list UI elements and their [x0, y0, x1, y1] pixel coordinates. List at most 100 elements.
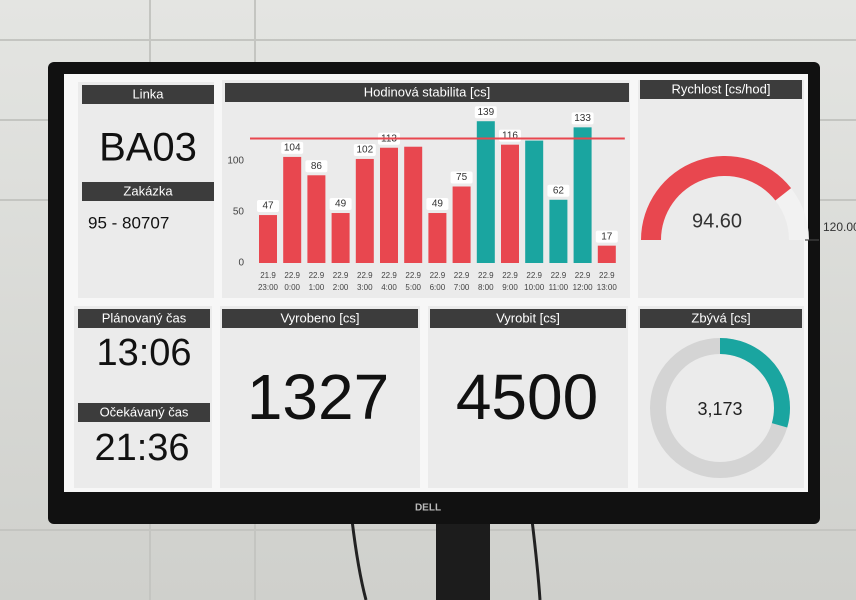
x-tick-label: 22.9 [454, 271, 470, 280]
panel-header [640, 80, 802, 99]
cable [530, 519, 542, 600]
x-tick-label: 0:00 [284, 283, 300, 292]
panel-title: Vyrobit [cs] [496, 310, 560, 325]
value-label: 86 [311, 161, 323, 172]
bar [283, 156, 302, 263]
x-tick-label: 22.9 [478, 271, 494, 280]
x-tick-label: 22.9 [551, 271, 567, 280]
bar-chart: 0 50 100 47 21.9 23:00 104 22.9 0:00 86 22.9 1:00 49… [227, 106, 625, 292]
y-tick-label: 100 [227, 156, 244, 167]
x-tick-label: 5:00 [405, 283, 421, 292]
bar [259, 215, 277, 263]
panel-value: 21:36 [94, 427, 189, 469]
x-tick-label: 4:00 [381, 283, 397, 292]
panel [428, 306, 628, 488]
x-tick-label: 21.9 [260, 271, 276, 280]
donut-value: 3,173 [697, 399, 742, 419]
bar [428, 213, 447, 263]
value-label-bg [305, 160, 328, 173]
y-tick-label: 50 [233, 207, 245, 218]
gauge-value: 94.60 [692, 210, 742, 232]
value-label-bg [571, 112, 594, 125]
x-tick-label: 2:00 [333, 283, 349, 292]
x-tick-label: 22.9 [357, 271, 373, 280]
bar [355, 158, 374, 263]
panel-header [640, 309, 802, 328]
bar [452, 186, 471, 263]
bar [404, 146, 423, 263]
x-tick-label: 22.9 [430, 271, 446, 280]
panel [74, 306, 212, 488]
donut-done [650, 338, 790, 478]
panel-title: Rychlost [cs/hod] [672, 81, 771, 96]
value-label-bg [257, 200, 279, 213]
panel-title: Očekávaný čas [100, 404, 189, 419]
panel-title: Zbývá [cs] [691, 310, 750, 325]
x-tick-label: 10:00 [524, 283, 545, 292]
value-label-bg [329, 198, 352, 211]
x-tick-label: 12:00 [573, 283, 594, 292]
panel-header [225, 83, 629, 102]
monitor-stand [436, 515, 490, 600]
value-label: 62 [553, 185, 565, 196]
panel-header [82, 182, 214, 201]
gauge-bar [641, 155, 792, 240]
x-tick-label: 22.9 [502, 271, 518, 280]
x-tick-label: 23:00 [258, 283, 279, 292]
value-label: 104 [284, 143, 301, 154]
value-label-bg [547, 184, 570, 197]
x-tick-label: 13:00 [597, 283, 618, 292]
panel-header [78, 309, 210, 328]
x-tick-label: 22.9 [575, 271, 591, 280]
brand-logo: DELL [415, 503, 441, 514]
x-tick-label: 8:00 [478, 283, 494, 292]
bar [380, 147, 398, 263]
panel-title: Linka [132, 86, 164, 101]
x-tick-label: 9:00 [502, 283, 518, 292]
value-label: 47 [262, 201, 274, 212]
value-label: 133 [574, 113, 591, 124]
value-label-bg [426, 198, 449, 211]
y-tick-label: 0 [238, 258, 244, 269]
x-tick-label: 3:00 [357, 283, 373, 292]
panel-header [222, 309, 418, 328]
bar [501, 144, 519, 263]
bar [597, 245, 616, 263]
x-tick-label: 22.9 [526, 271, 542, 280]
panel-header [82, 85, 214, 104]
gauge: 120.00 [641, 155, 856, 241]
panel-header [430, 309, 626, 328]
x-tick-label: 22.9 [381, 271, 397, 280]
panel-value: 1327 [247, 361, 389, 433]
x-tick-label: 22.9 [333, 271, 349, 280]
panel-value: BA03 [99, 126, 197, 170]
value-label-bg [450, 171, 473, 184]
panel-value: 13:06 [96, 332, 191, 374]
bar [476, 121, 495, 263]
value-label-bg [595, 230, 618, 243]
value-label: 75 [456, 172, 468, 183]
panel [220, 306, 420, 488]
x-tick-label: 11:00 [549, 283, 569, 292]
panel-title: Vyrobeno [cs] [280, 310, 359, 325]
x-tick-label: 22.9 [405, 271, 421, 280]
value-label: 139 [477, 107, 494, 118]
x-tick-label: 22.9 [599, 271, 615, 280]
value-label: 102 [356, 145, 373, 156]
panel-title: Zakázka [123, 183, 173, 198]
x-tick-label: 7:00 [454, 283, 470, 292]
panel-header [78, 403, 210, 422]
panel-value: 4500 [456, 361, 598, 433]
cable [350, 519, 368, 600]
value-label: 49 [335, 199, 347, 210]
value-label-bg [281, 141, 304, 154]
panel-value: 95 - 80707 [88, 213, 169, 232]
x-tick-label: 6:00 [430, 283, 446, 292]
x-tick-label: 22.9 [284, 271, 300, 280]
value-label: 49 [432, 199, 444, 210]
bar [525, 140, 544, 263]
value-label: 17 [601, 231, 613, 242]
bar [331, 213, 350, 263]
